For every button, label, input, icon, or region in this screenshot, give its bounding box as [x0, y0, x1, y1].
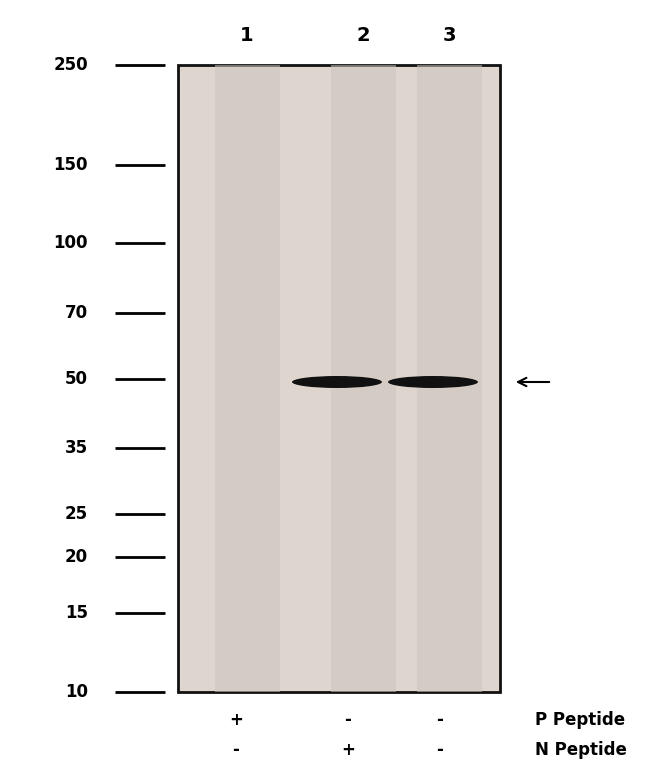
Text: -: - — [344, 711, 352, 729]
Text: 10: 10 — [65, 683, 88, 701]
Text: 1: 1 — [240, 26, 254, 45]
Text: 50: 50 — [65, 369, 88, 387]
Bar — [417, 65, 482, 692]
Text: P Peptide: P Peptide — [535, 711, 625, 729]
Text: -: - — [437, 741, 443, 759]
Text: N Peptide: N Peptide — [535, 741, 627, 759]
Text: 35: 35 — [65, 439, 88, 457]
Text: -: - — [437, 711, 443, 729]
Text: 250: 250 — [53, 56, 88, 74]
Text: 70: 70 — [65, 304, 88, 322]
Text: 20: 20 — [65, 548, 88, 566]
Bar — [214, 65, 280, 692]
Text: +: + — [341, 741, 355, 759]
Text: +: + — [229, 711, 243, 729]
Text: 100: 100 — [53, 234, 88, 252]
Text: 150: 150 — [53, 155, 88, 173]
Ellipse shape — [388, 376, 478, 388]
Text: 3: 3 — [442, 26, 456, 45]
Ellipse shape — [292, 376, 382, 388]
Text: 15: 15 — [65, 604, 88, 622]
Bar — [330, 65, 395, 692]
Text: -: - — [233, 741, 239, 759]
Bar — [178, 65, 500, 692]
Text: 25: 25 — [65, 505, 88, 522]
Text: 2: 2 — [356, 26, 370, 45]
